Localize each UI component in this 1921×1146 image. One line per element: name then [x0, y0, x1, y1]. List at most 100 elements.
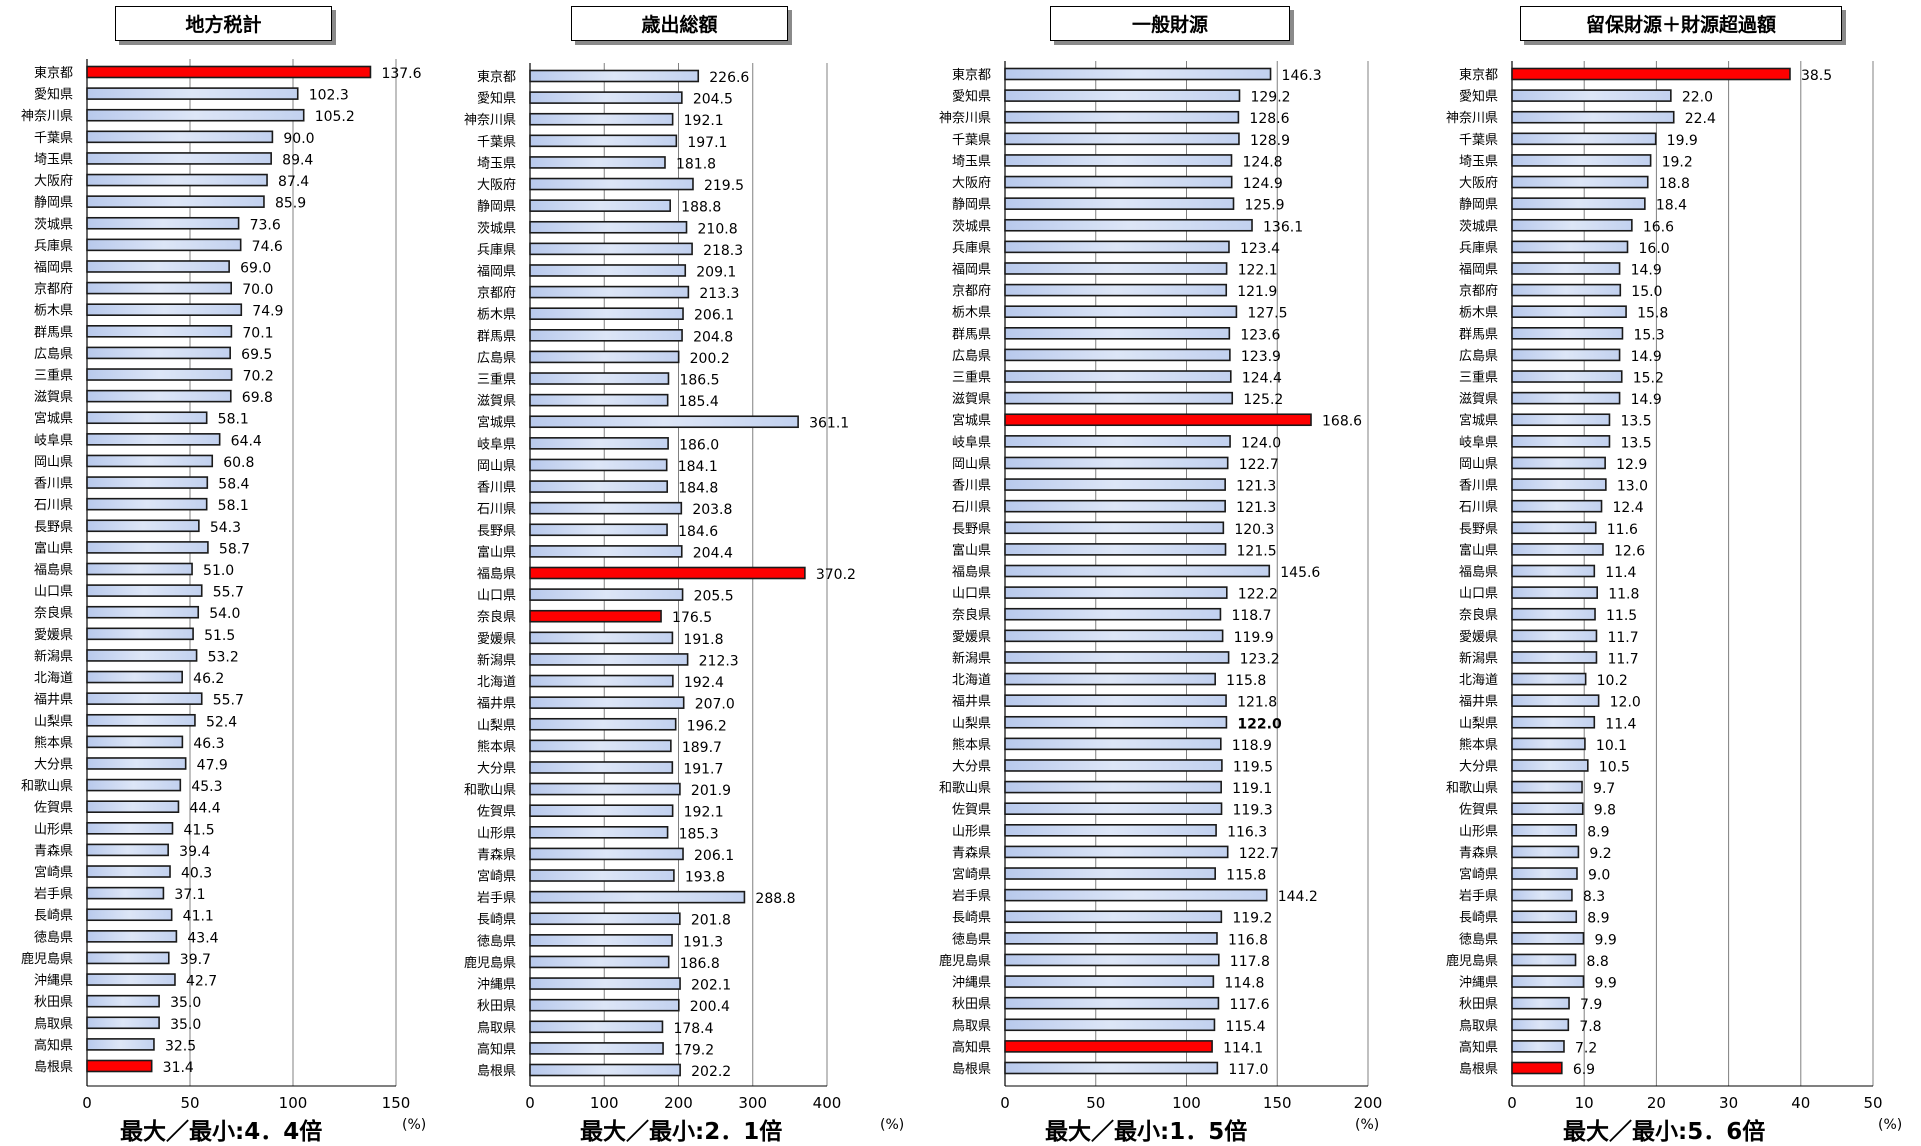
- data-label: 13.5: [1620, 435, 1651, 451]
- bar: [1511, 262, 1621, 275]
- data-label: 18.8: [1659, 176, 1690, 192]
- data-label: 9.7: [1593, 781, 1615, 797]
- category-label: 広島県: [1459, 349, 1498, 364]
- category-label: 滋賀県: [477, 394, 516, 409]
- bar: [529, 696, 685, 709]
- bar: [1004, 283, 1228, 297]
- data-label: 123.2: [1240, 651, 1280, 667]
- bar: [529, 761, 674, 774]
- bar: [1004, 694, 1227, 707]
- data-label: 185.4: [679, 394, 719, 410]
- bar: [529, 1020, 664, 1034]
- bar: [86, 260, 230, 273]
- data-label: 37.1: [174, 887, 205, 903]
- bar: [1004, 218, 1253, 232]
- chart-title: 地方税計: [115, 6, 332, 41]
- category-label: 栃木県: [952, 306, 991, 321]
- bar: [86, 930, 178, 943]
- data-label: 70.0: [242, 282, 273, 298]
- bar: [1004, 975, 1215, 988]
- data-label: 124.9: [1243, 176, 1283, 192]
- category-label: 神奈川県: [21, 109, 73, 124]
- data-label: 14.9: [1631, 392, 1662, 408]
- data-label: 7.2: [1575, 1040, 1597, 1056]
- data-label: 209.1: [696, 264, 736, 280]
- category-label: 鹿児島県: [21, 951, 73, 967]
- data-label: 6.9: [1573, 1062, 1595, 1078]
- bar: [1511, 348, 1621, 362]
- data-label: 12.6: [1614, 543, 1645, 559]
- category-label: 群馬県: [34, 325, 73, 340]
- data-label: 205.5: [694, 589, 734, 605]
- data-label: 184.8: [678, 481, 718, 497]
- bar: [1004, 910, 1223, 924]
- bar: [86, 216, 240, 230]
- bar: [86, 605, 200, 619]
- chart-panel-reserved-revenue: 留保財源＋財源超過額 0 10 20 30 40 50 東京都 38.5 愛知県 22.0 神奈川県…: [1420, 0, 1921, 1145]
- data-label: 122.0: [1237, 716, 1282, 732]
- data-label: 19.2: [1662, 154, 1693, 170]
- category-label: 京都府: [34, 282, 73, 297]
- category-label: 大分県: [1459, 759, 1498, 774]
- category-label: 岡山県: [1459, 457, 1498, 472]
- category-label: 茨城県: [477, 221, 516, 236]
- category-label: 青森県: [952, 846, 991, 861]
- bar: [529, 653, 689, 666]
- category-label: 京都府: [1459, 284, 1498, 299]
- data-label: 191.8: [683, 632, 723, 648]
- data-label: 117.8: [1230, 954, 1270, 970]
- bar-highlight: [1511, 1061, 1563, 1075]
- category-label: 青森県: [477, 848, 516, 863]
- category-label: 福井県: [952, 695, 991, 710]
- bar: [1511, 910, 1578, 924]
- bar: [86, 886, 165, 900]
- bar-highlight: [86, 1059, 153, 1073]
- bar: [1511, 370, 1623, 383]
- tick-label: 100: [279, 1094, 308, 1112]
- bar: [86, 108, 305, 122]
- data-label: 117.6: [1229, 997, 1269, 1013]
- bar: [1511, 391, 1621, 405]
- category-label: 愛媛県: [34, 628, 73, 643]
- bar: [529, 890, 746, 904]
- category-label: 佐賀県: [952, 803, 991, 818]
- data-label: 7.8: [1579, 1019, 1601, 1035]
- data-label: 46.3: [193, 736, 224, 752]
- chart-title: 歳出総額: [571, 6, 788, 41]
- category-label: 北海道: [34, 671, 73, 686]
- category-label: 滋賀県: [952, 392, 991, 407]
- category-label: 石川県: [1459, 500, 1498, 515]
- data-label: 213.3: [699, 286, 739, 302]
- bar: [1511, 953, 1577, 967]
- category-label: 三重県: [952, 370, 991, 386]
- category-label: 熊本県: [952, 737, 991, 753]
- data-label: 192.1: [684, 113, 724, 129]
- data-label: 200.2: [690, 351, 730, 367]
- data-label: 46.2: [193, 671, 224, 687]
- data-label: 116.8: [1228, 932, 1268, 948]
- bar: [529, 285, 690, 299]
- category-label: 岡山県: [34, 455, 73, 470]
- bar: [529, 458, 668, 472]
- tick-label: 200: [664, 1094, 693, 1112]
- bar: [86, 908, 173, 922]
- data-label: 122.7: [1239, 846, 1279, 862]
- category-label: 愛知県: [952, 89, 991, 105]
- data-label: 87.4: [278, 174, 309, 190]
- data-label: 116.3: [1227, 824, 1267, 840]
- data-label: 127.5: [1247, 306, 1287, 322]
- bar: [529, 674, 674, 688]
- category-label: 鳥取県: [952, 1019, 991, 1034]
- data-label: 40.3: [181, 866, 212, 882]
- category-label: 山梨県: [1459, 716, 1498, 731]
- bar: [86, 519, 200, 533]
- category-label: 岐阜県: [34, 432, 73, 448]
- tick-label: 0: [1507, 1094, 1517, 1112]
- data-label: 119.1: [1232, 781, 1272, 797]
- data-label: 70.2: [243, 369, 274, 385]
- data-label: 90.0: [283, 131, 314, 147]
- chart-panel-total-expenditure: 歳出総額 0 100 200 300 400 東京都 226.6 愛知県 204.5 神奈川県 19…: [450, 0, 920, 1145]
- bar: [86, 454, 214, 468]
- category-label: 茨城県: [1459, 219, 1498, 234]
- category-label: 大阪府: [952, 176, 991, 191]
